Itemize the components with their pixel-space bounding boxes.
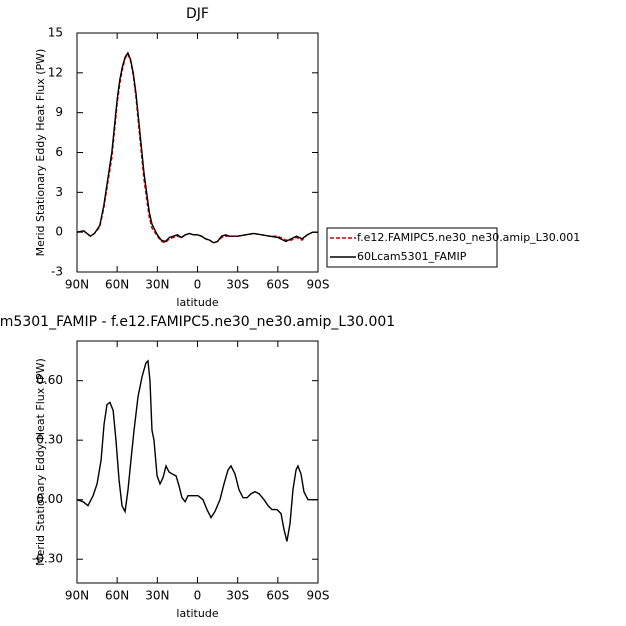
x-tick-label: 0	[194, 589, 202, 603]
x-tick-label: 30N	[145, 278, 169, 292]
y-axis-label: Merid Stationary Eddy Heat Flux (PW)	[34, 358, 47, 566]
legend-box	[326, 227, 498, 268]
y-tick-label: 15	[48, 26, 63, 40]
x-axis-label: latitude	[176, 607, 218, 620]
y-tick-label: 3	[55, 185, 63, 199]
y-tick-label: 12	[48, 65, 63, 79]
x-tick-label: 30S	[226, 278, 249, 292]
x-tick-label: 60N	[105, 278, 129, 292]
x-tick-label: 60S	[266, 278, 289, 292]
y-tick-label: 0.60	[36, 373, 63, 387]
chart-title: m5301_FAMIP - f.e12.FAMIPC5.ne30_ne30.am…	[0, 314, 395, 330]
legend-label: f.e12.FAMIPC5.ne30_ne30.amip_L30.001	[357, 231, 580, 244]
y-tick-label: 0.30	[36, 433, 63, 447]
x-tick-label: 90N	[65, 278, 89, 292]
plot-frame	[76, 340, 319, 584]
x-tick-label: 90S	[307, 278, 330, 292]
x-tick-label: 90N	[65, 589, 89, 603]
y-tick-label: 9	[55, 105, 63, 119]
y-tick-label: -0.30	[32, 552, 63, 566]
x-axis-label: latitude	[176, 296, 218, 309]
legend-label: 60Lcam5301_FAMIP	[357, 250, 467, 263]
x-tick-label: 60S	[266, 589, 289, 603]
chart-title: DJF	[186, 6, 209, 22]
data-line	[76, 52, 318, 244]
y-tick-label: 0	[55, 225, 63, 239]
x-tick-label: 90S	[307, 589, 330, 603]
x-tick-label: 60N	[105, 589, 129, 603]
y-axis-label: Merid Stationary Eddy Heat Flux (PW)	[34, 49, 47, 257]
plot-frame	[76, 32, 319, 273]
data-line	[76, 51, 318, 244]
data-line	[76, 359, 318, 542]
y-tick-label: -3	[51, 265, 63, 279]
x-tick-label: 0	[194, 278, 202, 292]
x-tick-label: 30N	[145, 589, 169, 603]
x-tick-label: 30S	[226, 589, 249, 603]
y-tick-label: 6	[55, 145, 63, 159]
y-tick-label: 0.00	[36, 492, 63, 506]
